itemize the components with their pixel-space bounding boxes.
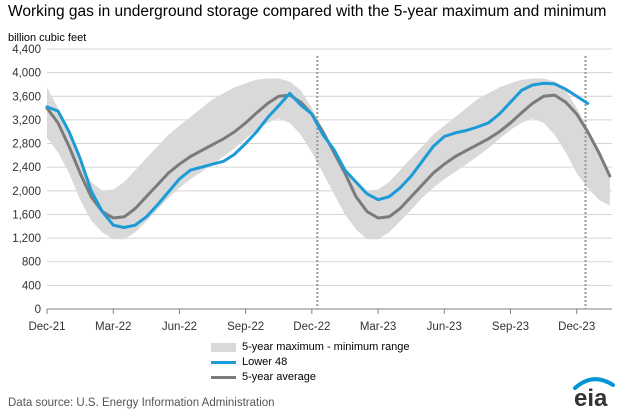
eia-logo-text: eia	[574, 385, 608, 412]
band-layer	[47, 78, 610, 240]
eia-logo: eia	[573, 377, 615, 412]
legend-item-lower48: Lower 48	[211, 355, 409, 370]
eia-logo-arc	[573, 377, 615, 390]
x-tick-label: Dec-22	[293, 321, 330, 333]
x-tick-label: Mar-22	[95, 321, 131, 333]
y-tick-label: 0	[35, 304, 41, 316]
x-tick-label: Jun-22	[162, 321, 197, 333]
series-lines	[45, 81, 612, 229]
y-tick-label: 400	[22, 280, 41, 292]
series-lower-48	[45, 81, 590, 229]
y-tick-label: 2,400	[12, 162, 41, 174]
range-band	[47, 78, 610, 240]
data-source-note: Data source: U.S. Energy Information Adm…	[8, 397, 275, 409]
legend-item-range: 5-year maximum - minimum range	[211, 340, 409, 355]
legend-label-range: 5-year maximum - minimum range	[242, 341, 410, 353]
legend-item-average: 5-year average	[211, 370, 409, 385]
legend-swatch-lower48	[211, 361, 236, 364]
y-tick-label: 1,200	[12, 233, 41, 245]
x-tick-label: Sep-23	[492, 321, 529, 333]
y-tick-label: 1,600	[12, 209, 41, 221]
legend: 5-year maximum - minimum range Lower 48 …	[211, 340, 409, 385]
x-tick-label: Jun-23	[427, 321, 462, 333]
y-tick-label: 2,000	[12, 186, 41, 198]
x-tick-label: Dec-21	[28, 321, 65, 333]
y-tick-label: 3,600	[12, 91, 41, 103]
x-tick-label: Dec-23	[558, 321, 595, 333]
y-tick-label: 800	[22, 257, 41, 269]
x-tick-label: Mar-23	[360, 321, 396, 333]
tick-labels: 0 400 800 1,200 1,600 2,000 2,400 2,800 3,200 3,6…	[12, 44, 595, 333]
x-tick-label: Sep-22	[227, 321, 264, 333]
legend-label-average: 5-year average	[242, 371, 316, 383]
legend-swatch-range	[211, 343, 236, 352]
legend-label-lower48: Lower 48	[242, 356, 288, 368]
y-tick-label: 3,200	[12, 115, 41, 127]
y-tick-label: 4,000	[12, 68, 41, 80]
gridlines	[46, 48, 612, 314]
legend-swatch-average	[211, 376, 236, 379]
y-tick-label: 2,800	[12, 139, 41, 151]
y-tick-label: 4,400	[12, 44, 41, 56]
chart-title: Working gas in underground storage compa…	[8, 3, 607, 20]
y-axis-label: billion cubic feet	[8, 32, 87, 44]
